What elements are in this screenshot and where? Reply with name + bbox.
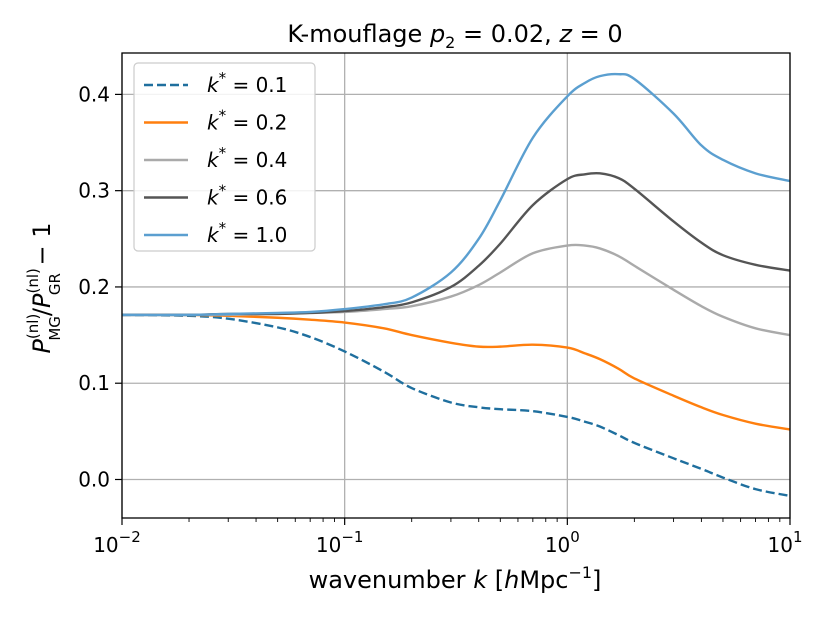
grid [121,53,791,518]
legend-box [133,62,316,252]
y-tick-label: 0.0 [78,467,110,491]
series-line-0 [121,313,791,498]
legend: k* = 0.1 k* = 0.2 k* = 0.4 k* = 0.6 k* = 1.0 [133,62,316,252]
y-axis-label: P(nl) MG/P(nl) GR − 1 [24,222,64,353]
legend-label: k* = 0.4 [207,144,287,172]
series-line-1 [121,313,791,431]
series-group [121,72,791,498]
svg-text:P(nl)MG/P(nl)GR − 1: P(nl) MG/P(nl) GR − 1 [24,222,64,353]
series-line-2 [121,243,791,337]
legend-label: k* = 0.1 [207,69,287,97]
series-line-4 [121,72,791,317]
x-tick-label: 10−1 [316,528,364,557]
legend-label: k* = 0.6 [207,182,287,210]
y-tick-label: 0.3 [78,179,110,203]
x-tick-label: 101 [768,528,803,557]
y-tick-label: 0.1 [78,371,110,395]
x-tick-label: 10−2 [93,528,141,557]
x-axis-label: wavenumber k [hMpc−1] [309,563,602,594]
legend-label: k* = 1.0 [207,219,287,247]
axis-ticks: 10−2 10−1 100 101 0.0 0.1 0.2 0.3 0.4 [78,82,802,557]
legend-label: k* = 0.2 [207,107,287,135]
x-tick-label: 100 [545,528,580,557]
y-tick-label: 0.2 [78,275,110,299]
chart-title: K-mouflage p2 = 0.02, z = 0 [287,20,622,52]
y-tick-label: 0.4 [78,82,110,106]
plot-frame [121,52,791,519]
